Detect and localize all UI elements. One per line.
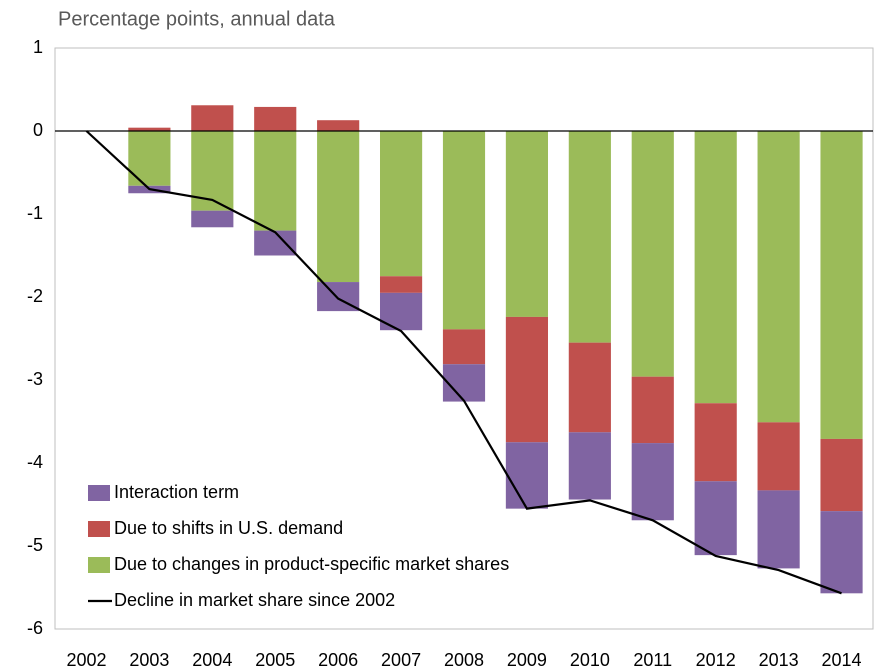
bar-segment (442, 329, 486, 365)
bar-segment (505, 316, 549, 443)
x-tick-label: 2005 (255, 650, 295, 670)
bar-segment (568, 342, 611, 433)
bar-segment (254, 131, 297, 231)
bar-segment (568, 131, 611, 343)
x-tick-label: 2010 (570, 650, 610, 670)
bar-segment (631, 443, 674, 521)
bar-segment (254, 106, 297, 131)
legend-label: Due to changes in product-specific marke… (114, 554, 509, 574)
legend-swatch (88, 557, 110, 573)
bar-segment (631, 376, 674, 444)
x-tick-label: 2004 (192, 650, 232, 670)
bar-segment (505, 131, 549, 317)
x-tick-label: 2014 (822, 650, 862, 670)
x-tick-label: 2013 (759, 650, 799, 670)
bar-segment (317, 120, 360, 131)
bar-segment (379, 131, 423, 277)
bar-segment (442, 364, 486, 402)
x-tick-label: 2008 (444, 650, 484, 670)
bar-segment (191, 131, 234, 211)
bar-segment (820, 511, 863, 594)
legend-label: Due to shifts in U.S. demand (114, 518, 343, 538)
y-tick-label: -1 (27, 203, 43, 223)
y-tick-label: -6 (27, 618, 43, 638)
line-series (85, 130, 842, 595)
chart-subtitle: Percentage points, annual data (58, 8, 336, 30)
x-tick-label: 2003 (129, 650, 169, 670)
x-tick-label: 2007 (381, 650, 421, 670)
x-tick-label: 2002 (66, 650, 106, 670)
bar-segment (820, 131, 863, 439)
legend-swatch (88, 485, 110, 501)
x-tick-label: 2006 (318, 650, 358, 670)
plot-frame (54, 47, 874, 630)
bar-segment (379, 276, 423, 293)
bar-segment (191, 210, 234, 228)
bar-segment (505, 442, 549, 509)
bar-segment (757, 422, 800, 491)
y-tick-label: -4 (27, 452, 43, 472)
bar-segment (191, 105, 234, 131)
legend-swatch (88, 521, 110, 537)
bar-segment (128, 131, 171, 186)
bar-segment (568, 432, 611, 500)
bar-segment (694, 131, 737, 404)
y-tick-label: 0 (33, 120, 43, 140)
x-tick-label: 2012 (696, 650, 736, 670)
y-tick-label: -3 (27, 369, 43, 389)
bar-segment (317, 131, 360, 283)
x-tick-label: 2011 (633, 650, 672, 670)
bar-segment (757, 490, 800, 569)
bar-segment (128, 127, 171, 131)
bar-segment (757, 131, 800, 423)
bar-segment (694, 481, 737, 556)
y-tick-label: -2 (27, 286, 43, 306)
legend-label: Decline in market share since 2002 (114, 590, 395, 610)
bar-segment (254, 230, 297, 256)
bar-segment (631, 131, 674, 377)
x-tick-label: 2009 (507, 650, 547, 670)
y-tick-label: -5 (27, 535, 43, 555)
bar-segment (694, 403, 737, 482)
legend-label: Interaction term (114, 482, 239, 502)
bar-segment (442, 131, 486, 330)
bar-segment (820, 438, 863, 512)
y-tick-label: 1 (33, 37, 43, 57)
